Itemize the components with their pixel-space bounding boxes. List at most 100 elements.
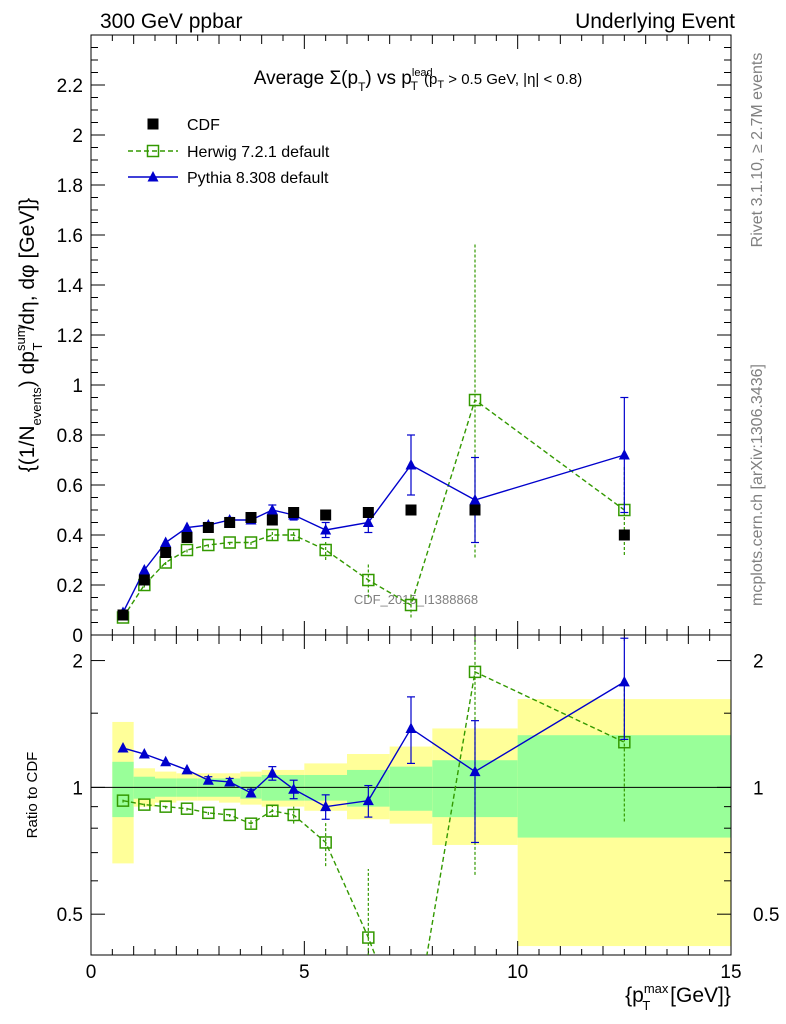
y-tick-label: 0.2 — [57, 576, 83, 597]
cdf-point — [266, 514, 278, 526]
herwig-ratio-point — [223, 808, 236, 822]
header-left: 300 GeV ppbar — [100, 10, 242, 33]
cdf-point — [469, 504, 481, 516]
cdf-point — [618, 529, 630, 541]
cdf-point — [405, 504, 417, 516]
y-tick-label: 2 — [72, 126, 83, 147]
y-tick-label: 0 — [72, 626, 83, 647]
ratio-y-tick-label-right: 0.5 — [753, 905, 779, 926]
cdf-point — [160, 547, 172, 558]
cdf-point — [117, 609, 129, 621]
ratio-y-tick-label-right: 2 — [753, 652, 764, 673]
pythia-ratio-point — [618, 675, 630, 687]
pythia-point — [362, 516, 374, 527]
y-tick-label: 0.6 — [57, 476, 83, 497]
pythia-point — [138, 564, 150, 575]
legend-marker-cdf — [147, 118, 159, 130]
pythia-point — [405, 459, 417, 470]
herwig-point — [202, 538, 215, 552]
cdf-point — [181, 532, 193, 543]
pythia-point — [266, 504, 278, 515]
herwig-ratio-point — [244, 817, 258, 830]
y-tick-label: 1 — [72, 376, 83, 397]
cdf-point — [224, 517, 236, 528]
x-tick-label: 0 — [86, 962, 97, 983]
pythia-ratio-point — [224, 775, 236, 787]
band-green — [389, 766, 433, 811]
pythia-ratio-point — [138, 748, 150, 759]
y-tick-label: 1.6 — [57, 226, 83, 247]
herwig-ratio-point — [180, 802, 194, 815]
legend: CDF Herwig 7.2.1 default Pythia 8.308 defa… — [128, 117, 330, 187]
cdf-point — [202, 522, 214, 533]
pythia-ratio-point — [469, 765, 481, 777]
y-tick-label: 1.8 — [57, 176, 83, 197]
header-right: Underlying Event — [575, 10, 735, 33]
pythia-ratio-point — [117, 742, 129, 753]
herwig-point — [362, 573, 375, 587]
pythia-ratio-point — [181, 763, 193, 775]
herwig-point — [180, 543, 194, 557]
pythia-point — [618, 449, 630, 460]
pythia-ratio-point — [320, 800, 332, 812]
cdf-point — [288, 507, 300, 518]
main-title: Average Σ(pT) vs plead T (pT > 0.5 GeV, |η… — [254, 67, 583, 94]
pythia-ratio-point — [202, 774, 214, 785]
ratio-y-tick-label: 1 — [72, 778, 83, 799]
y-tick-label: 0.4 — [57, 526, 84, 547]
cdf-point — [245, 512, 257, 523]
x-tick-label: 5 — [299, 962, 310, 983]
pythia-ratio-point — [405, 722, 417, 733]
pythia-ratio-point — [245, 786, 257, 798]
side-mcplots: mcplots.cern.ch [arXiv:1306.3436] — [749, 364, 766, 606]
herwig-point — [287, 528, 300, 542]
pythia-point — [469, 494, 481, 505]
herwig-point — [223, 536, 236, 549]
ratio-y-label: Ratio to CDF — [24, 752, 41, 839]
y-tick-label: 1.2 — [57, 326, 83, 347]
ratio-y-tick-label: 0.5 — [57, 905, 83, 926]
cdf-point — [362, 507, 374, 518]
herwig-point — [468, 393, 482, 407]
legend-label: Pythia 8.308 default — [187, 170, 329, 187]
ratio-y-tick-label: 2 — [72, 652, 83, 673]
main-y-label: {(1/Nevents) dpsum T/dη, dφ [GeV]} — [13, 198, 45, 472]
y-tick-label: 0.8 — [57, 426, 83, 447]
pythia-point — [320, 524, 332, 535]
legend-label: CDF — [187, 117, 220, 134]
herwig-point — [319, 543, 332, 557]
band-green — [112, 761, 134, 818]
herwig-ratio-point — [116, 794, 130, 807]
herwig-ratio-point — [287, 808, 300, 822]
herwig-ratio-point — [468, 665, 482, 679]
herwig-line — [122, 398, 625, 618]
herwig-ratio-point — [362, 931, 375, 944]
pythia-ratio-point — [266, 767, 278, 778]
pythia-point — [160, 536, 172, 547]
ratio-y-tick-label-right: 1 — [753, 778, 764, 799]
y-tick-label: 2.2 — [57, 76, 83, 97]
pythia-ratio-point — [160, 755, 172, 767]
pythia-point — [181, 521, 193, 532]
herwig-ratio-point — [202, 806, 215, 820]
herwig-ratio-point — [319, 836, 332, 849]
axis-ticks: 0 0.2 0.4 0.6 0.8 1 1.2 1.4 1.6 1.8 2 2.2 0 5 10 15 0.5 0… — [57, 35, 779, 983]
x-axis-label: {pmax T [GeV]} — [625, 981, 731, 1013]
legend-marker-pythia — [147, 171, 159, 182]
y-tick-label: 1.4 — [57, 276, 84, 297]
herwig-point — [244, 536, 258, 549]
herwig-point — [404, 598, 418, 612]
cdf-point — [320, 509, 332, 521]
pythia-line — [122, 454, 625, 613]
herwig-ratio-point — [266, 804, 279, 818]
legend-marker-herwig — [146, 144, 160, 158]
pythia-ratio-point — [362, 794, 374, 806]
herwig-point — [266, 528, 279, 542]
side-rivet: Rivet 3.1.10, ≥ 2.7M events — [749, 53, 766, 248]
herwig-ratio-point — [159, 800, 172, 813]
ratio-data — [116, 635, 631, 955]
x-tick-label: 10 — [507, 962, 528, 983]
x-tick-label: 15 — [720, 962, 741, 983]
main-data — [116, 242, 631, 624]
